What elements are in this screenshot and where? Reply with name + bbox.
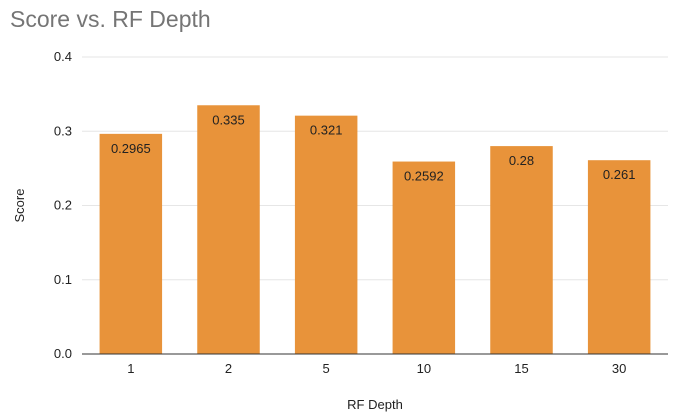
gridlines: [82, 56, 668, 281]
x-tick-label: 5: [323, 361, 330, 376]
y-tick-label: 0.2: [54, 198, 72, 213]
data-label: 0.335: [212, 112, 245, 127]
y-tick-label: 0.1: [54, 272, 72, 287]
bar: [197, 105, 260, 354]
data-label: 0.261: [603, 167, 636, 182]
x-tick-label: 10: [417, 361, 431, 376]
y-tick-label: 0.0: [54, 346, 72, 361]
x-tick-label: 15: [514, 361, 528, 376]
bar: [490, 146, 553, 354]
y-tick-label: 0.3: [54, 123, 72, 138]
data-label: 0.2965: [111, 141, 151, 156]
data-label: 0.2592: [404, 169, 444, 184]
bar: [99, 133, 163, 354]
chart-title: Score vs. RF Depth: [10, 6, 211, 32]
data-label: 0.28: [509, 153, 534, 168]
x-tick-label: 2: [225, 361, 232, 376]
x-axis-title: RF Depth: [347, 397, 403, 412]
y-axis-ticks: 0.0 0.1 0.2 0.3 0.4: [54, 49, 72, 361]
x-axis-ticks: 1 2 5 10 15 30: [127, 361, 626, 376]
y-axis-title: Score: [12, 189, 27, 223]
data-labels: 0.2965 0.335 0.321 0.2592 0.28 0.261: [111, 112, 635, 183]
bars: [99, 105, 651, 354]
bar: [294, 115, 358, 354]
bar: [587, 160, 651, 354]
data-label: 0.321: [310, 123, 343, 138]
bar: [392, 161, 456, 354]
y-tick-label: 0.4: [54, 49, 72, 64]
x-tick-label: 1: [127, 361, 134, 376]
x-tick-label: 30: [612, 361, 626, 376]
